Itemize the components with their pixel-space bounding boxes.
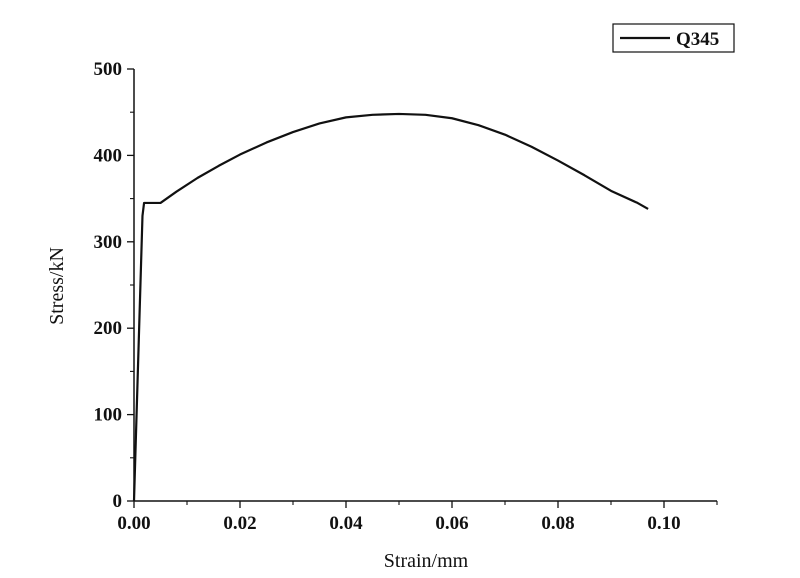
y-tick-label: 0 — [113, 491, 123, 512]
plot-area — [132, 112, 649, 502]
y-tick-label: 300 — [94, 232, 123, 253]
x-tick-label: 0.10 — [647, 513, 680, 534]
y-tick-label: 100 — [94, 405, 123, 426]
legend-label-q345: Q345 — [676, 29, 719, 50]
series-line-q345 — [132, 112, 649, 502]
x-tick-label: 0.02 — [223, 513, 256, 534]
y-tick-label: 200 — [94, 318, 123, 339]
y-tick-label: 400 — [94, 145, 123, 166]
x-tick-label: 0.08 — [541, 513, 574, 534]
y-axis-title: Stress/kN — [46, 247, 68, 325]
x-tick-label: 0.00 — [117, 513, 150, 534]
y-tick-label: 500 — [94, 59, 123, 80]
x-tick-label: 0.06 — [435, 513, 468, 534]
axes: 0.00 0.02 0.04 0.06 0.08 0.10 0 100 200 300 400 500 — [94, 59, 718, 534]
x-tick-label: 0.04 — [329, 513, 363, 534]
legend: Q345 — [612, 23, 735, 53]
x-axis-title: Strain/mm — [384, 550, 469, 572]
